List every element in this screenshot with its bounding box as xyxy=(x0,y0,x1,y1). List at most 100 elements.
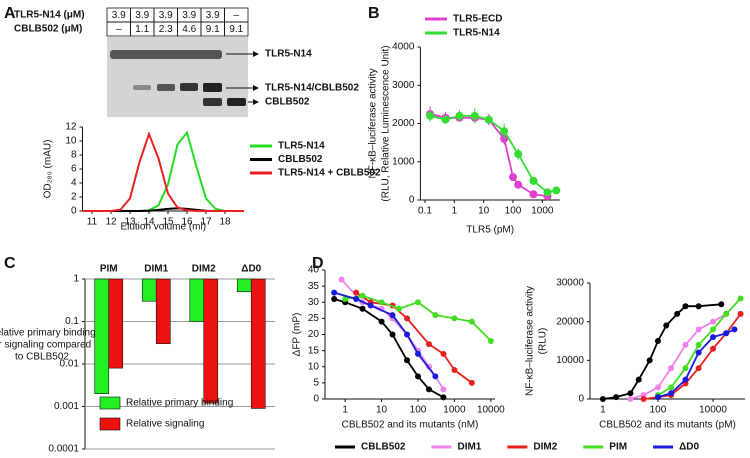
x-tick-label: 1000 xyxy=(531,206,554,217)
y-axis-label: ΔFP (mP) xyxy=(292,313,303,357)
x-axis-label: TLR5 (pM) xyxy=(466,225,514,236)
x-tick-label: 1000 xyxy=(443,405,466,416)
legend-label: TLR5-N14 xyxy=(453,28,500,39)
gel-cell-text: – xyxy=(116,24,122,35)
point xyxy=(389,331,396,338)
legend-label: Relative primary binding xyxy=(126,398,233,409)
point xyxy=(404,315,411,322)
band-label: TLR5-N14 xyxy=(265,49,312,60)
point xyxy=(674,310,681,317)
point xyxy=(440,386,447,393)
y-axis-label: (RLU, Relative Luminescence Unit) xyxy=(381,45,392,201)
gel-cell-text: 1.1 xyxy=(135,24,149,35)
point xyxy=(668,384,675,391)
legend-label: TLR5-ECD xyxy=(453,14,502,25)
point xyxy=(654,384,661,391)
gel-cell-text: 3.9 xyxy=(182,10,196,21)
point xyxy=(500,127,509,136)
legend-swatch xyxy=(99,396,121,410)
point xyxy=(543,188,552,197)
y-tick-label: 6 xyxy=(71,164,77,175)
point xyxy=(529,176,538,185)
series-line xyxy=(355,291,473,384)
x-tick-label: 10000 xyxy=(477,405,505,416)
point xyxy=(737,295,744,302)
gel-cell-text: 9.1 xyxy=(206,24,220,35)
series-line xyxy=(602,303,722,400)
y-tick-label: 0.001 xyxy=(54,401,79,412)
point xyxy=(404,331,411,338)
x-tick-label: 10 xyxy=(376,405,388,416)
gel-cell-text: 3.9 xyxy=(159,10,173,21)
point xyxy=(682,303,689,310)
point xyxy=(425,341,432,348)
y-tick-label: 1000 xyxy=(392,156,415,167)
y-axis-label: Relative primary binding xyxy=(0,328,96,339)
point xyxy=(682,376,689,383)
point xyxy=(731,326,738,333)
gel-cell xyxy=(224,21,249,37)
x-tick-label: 12 xyxy=(105,217,117,228)
point xyxy=(682,365,689,372)
series-line xyxy=(82,130,244,212)
point xyxy=(682,341,689,348)
x-tick-label: 16 xyxy=(181,217,193,228)
series-line xyxy=(82,131,244,212)
bar xyxy=(189,278,205,322)
y-axis-label: NF-κB–luciferase activity xyxy=(525,286,536,396)
x-axis-label: Elution volume (ml) xyxy=(120,222,206,233)
y-tick-label: 8 xyxy=(71,150,77,161)
point xyxy=(484,115,493,124)
gel-cell-text: 9.1 xyxy=(229,24,243,35)
point xyxy=(432,312,439,319)
point xyxy=(487,337,494,344)
legend-label: TLR5-N14 xyxy=(278,141,325,152)
x-tick-label: 1 xyxy=(600,405,606,416)
band-label: CBLB502 xyxy=(265,97,310,108)
point xyxy=(654,394,661,401)
y-tick-label: 30000 xyxy=(556,278,584,289)
point xyxy=(710,326,717,333)
y-tick-label: 0 xyxy=(578,394,584,405)
x-tick-label: 18 xyxy=(219,217,231,228)
point xyxy=(378,318,385,325)
point xyxy=(404,357,411,364)
point xyxy=(668,365,675,372)
legend-label: CBLB502 xyxy=(278,154,323,165)
band-label: TLR5-N14/CBLB502 xyxy=(265,83,359,94)
y-tick-label: 15 xyxy=(308,345,320,356)
point xyxy=(599,396,606,402)
y-tick-label: 10000 xyxy=(556,355,584,366)
point xyxy=(508,173,517,182)
point xyxy=(389,312,396,319)
series-line xyxy=(429,114,557,194)
point xyxy=(514,180,523,189)
point xyxy=(440,394,447,401)
y-axis-label: OD₂₈₀ (mAU) xyxy=(43,140,54,199)
point xyxy=(710,334,717,341)
point xyxy=(359,305,366,312)
bar xyxy=(155,278,171,345)
point xyxy=(695,349,702,356)
gel-cell-text: 3.9 xyxy=(135,10,149,21)
y-tick-label: 5 xyxy=(313,378,319,389)
x-tick-label: 14 xyxy=(143,217,155,228)
point xyxy=(451,315,458,322)
point xyxy=(514,150,523,159)
point xyxy=(737,310,744,317)
y-tick-label: 0.1 xyxy=(65,316,79,327)
gel-cell-text: 3.9 xyxy=(112,10,126,21)
legend-label: DIM1 xyxy=(457,442,481,453)
point xyxy=(342,296,349,303)
bar xyxy=(236,278,252,293)
y-tick-label: 12 xyxy=(65,122,77,133)
x-axis-label: CBLB502 and its mutants (pM) xyxy=(599,420,736,431)
point xyxy=(425,386,432,393)
point xyxy=(441,115,450,124)
x-tick-label: 100 xyxy=(650,405,667,416)
y-tick-label: 3000 xyxy=(392,80,415,91)
point xyxy=(414,373,421,380)
y-tick-label: 0.0001 xyxy=(48,444,79,455)
point xyxy=(627,396,634,402)
